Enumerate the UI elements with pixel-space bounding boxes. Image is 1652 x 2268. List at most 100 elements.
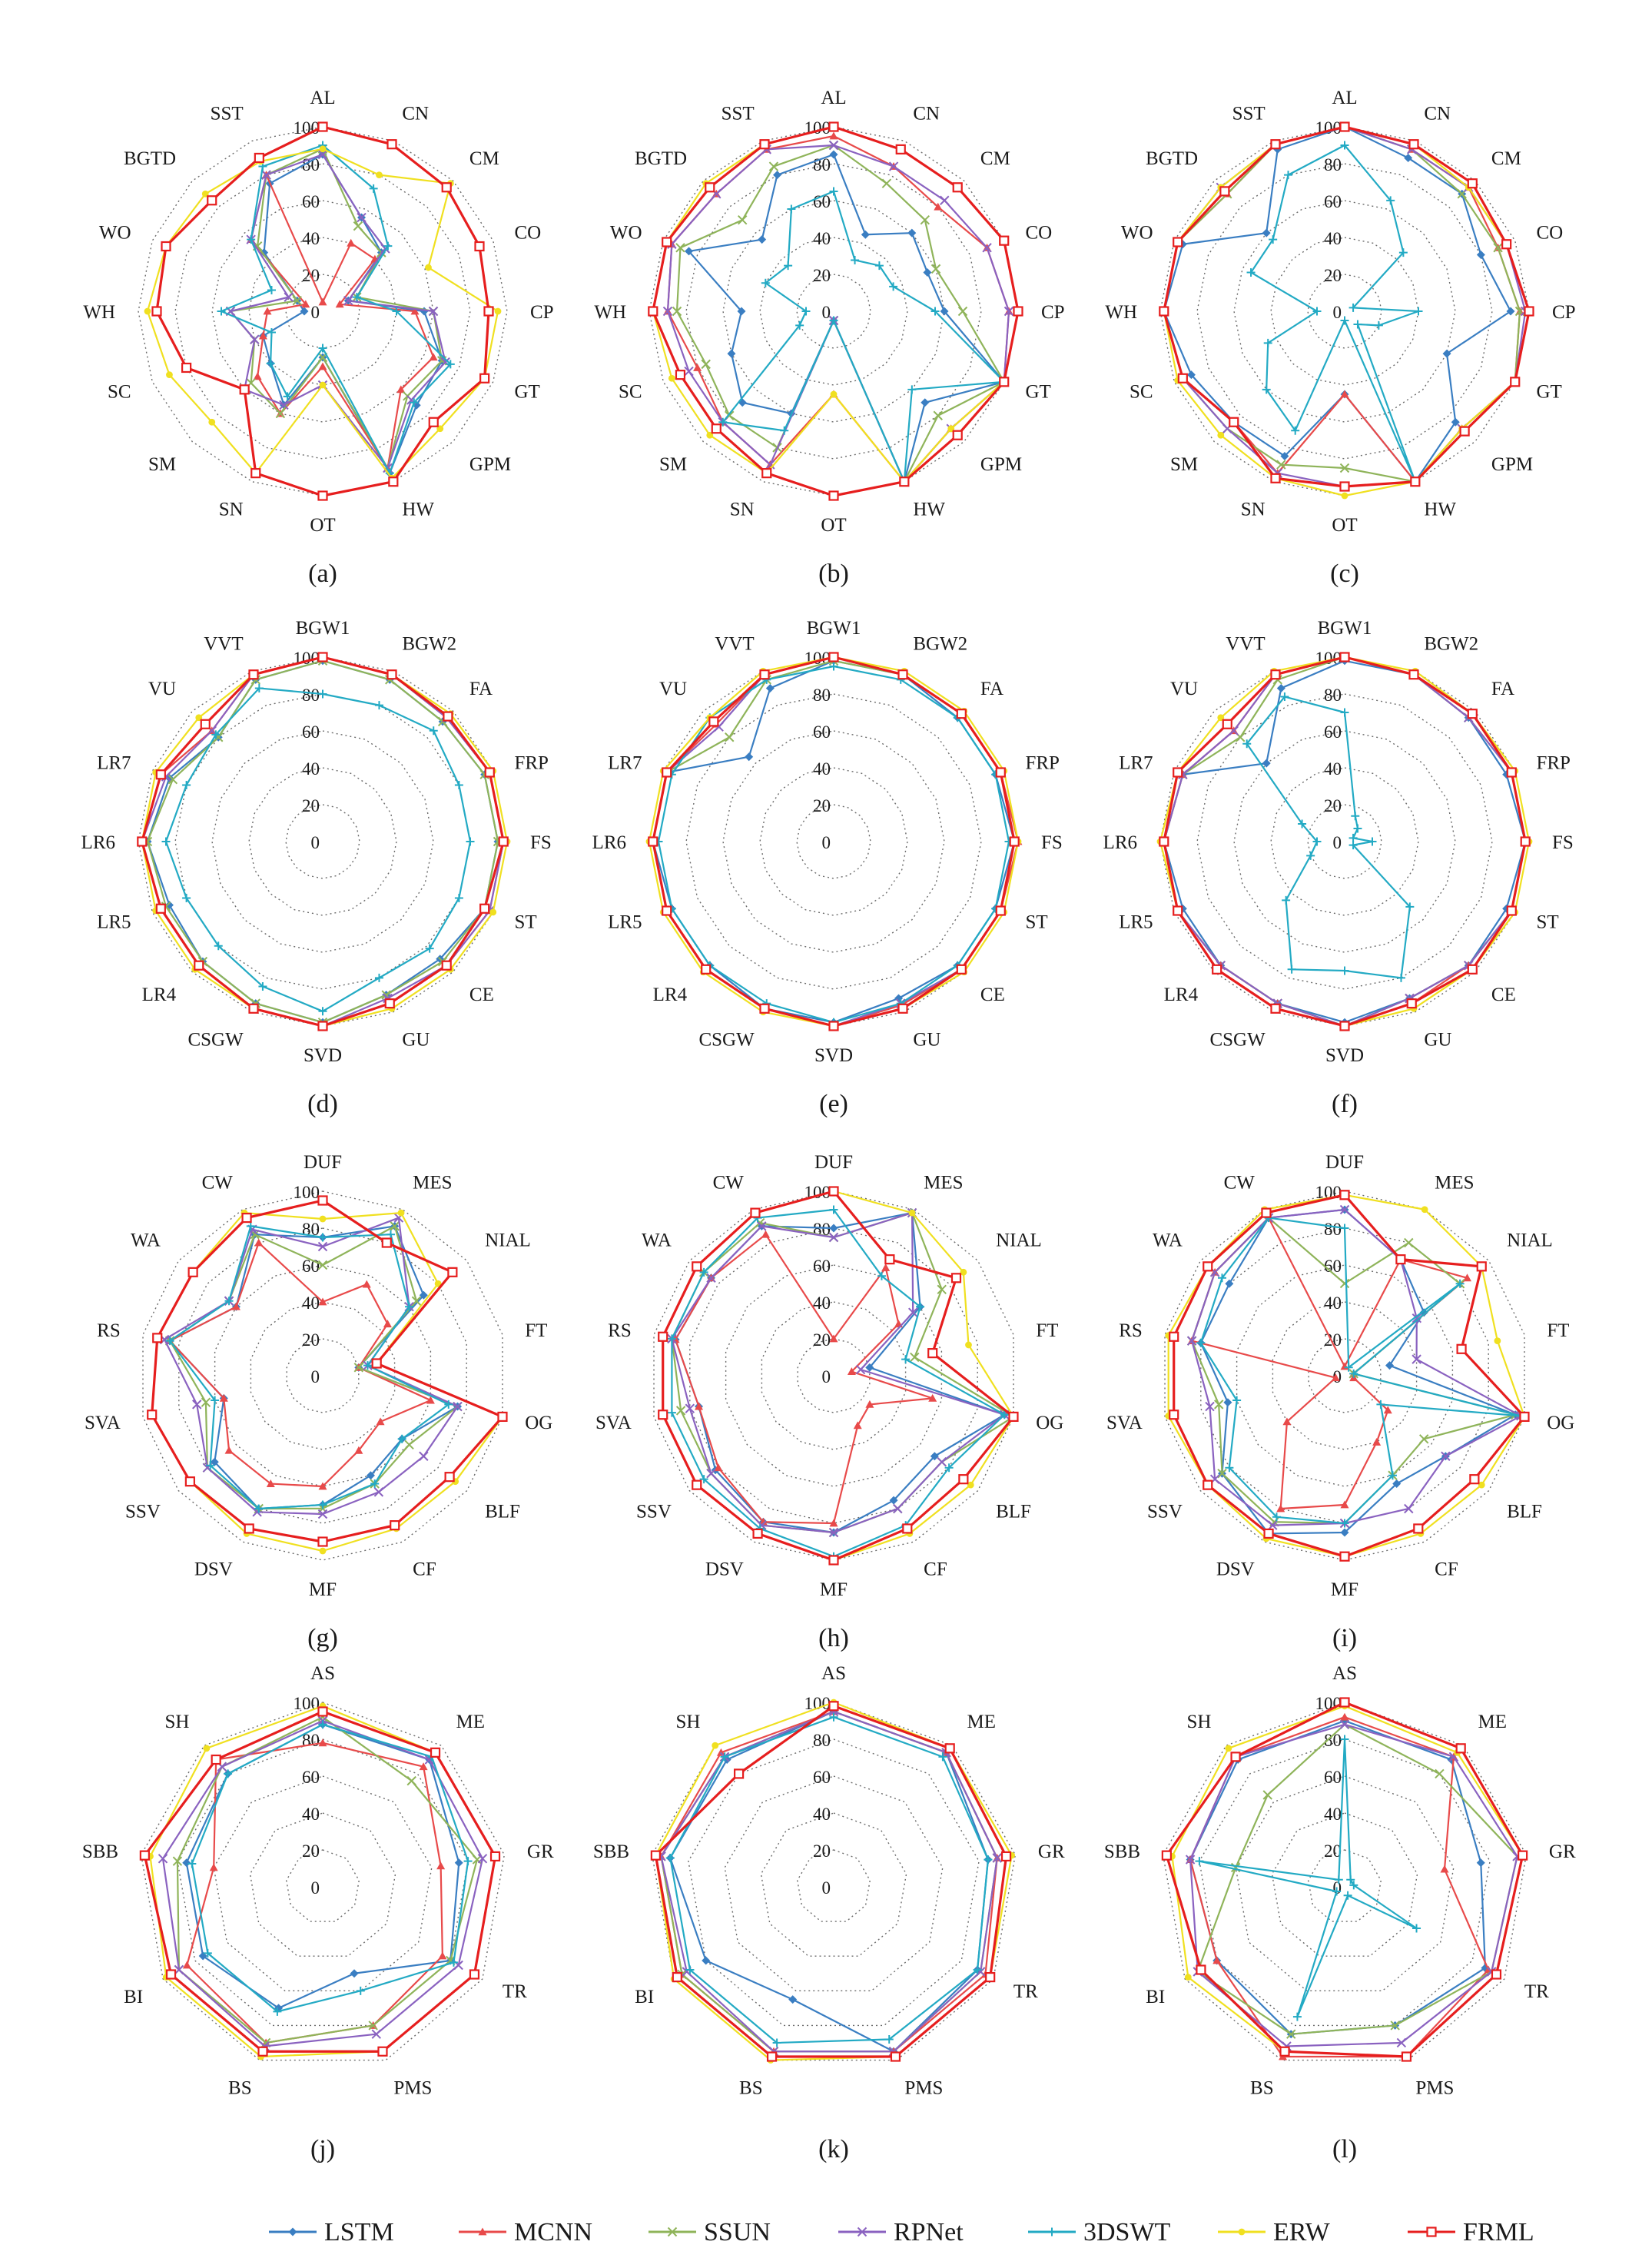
data-point [944, 1743, 955, 1754]
data-point [1169, 1410, 1179, 1420]
axis-label-ot: OT [1332, 515, 1357, 536]
data-point [861, 230, 870, 239]
axis-label-svd: SVD [304, 1045, 342, 1066]
data-point [370, 1479, 380, 1489]
data-point [155, 769, 166, 780]
data-point [1292, 2012, 1302, 2021]
data-point [1196, 1338, 1206, 1347]
data-point [165, 1337, 174, 1346]
series-line-erw [149, 1705, 496, 2058]
data-point [1339, 463, 1350, 473]
radar-panel-f: 020406080100BGW1BGW2FAFRPFSSTCEGUSVDCSGW… [1103, 618, 1574, 1118]
data-point [1272, 1513, 1281, 1522]
axis-label-me: ME [456, 1712, 486, 1732]
axis-label-ot: OT [821, 515, 846, 536]
data-point [250, 334, 260, 344]
data-point [210, 1457, 219, 1466]
data-point [1230, 1752, 1241, 1762]
grid-ring-100 [138, 656, 508, 1027]
data-point [1392, 1479, 1402, 1489]
data-point [759, 139, 770, 150]
data-point [425, 264, 432, 271]
grid-ring-60 [213, 1775, 433, 1992]
data-point [720, 1752, 729, 1762]
r-tick-label: 60 [813, 722, 831, 742]
data-point [692, 1261, 702, 1272]
data-point [855, 1364, 866, 1375]
axis-label-mes: MES [413, 1173, 452, 1194]
axis-label-sh: SH [1186, 1712, 1211, 1732]
data-point [897, 1003, 908, 1014]
data-point [194, 960, 204, 971]
legend-label: 3DSWT [1083, 2218, 1171, 2246]
data-point [497, 1411, 508, 1423]
r-tick-label: 40 [813, 1293, 831, 1313]
r-tick-label: 40 [1324, 1805, 1342, 1824]
data-point [1339, 1190, 1350, 1200]
axis-label-vu: VU [148, 679, 176, 699]
data-point [685, 1403, 695, 1413]
r-tick-label: 40 [302, 759, 320, 779]
axis-label-bgw2: BGW2 [1424, 634, 1478, 655]
data-point [1262, 759, 1271, 768]
data-point [999, 235, 1010, 246]
data-point [829, 662, 838, 671]
axis-label-mf: MF [1331, 1579, 1358, 1600]
r-tick-label: 0 [1333, 303, 1342, 322]
r-tick-label: 20 [1324, 796, 1342, 815]
data-point [454, 1858, 463, 1868]
grid-ring-40 [249, 1812, 396, 1957]
axis-label-ssv: SSV [125, 1501, 161, 1522]
data-point [865, 1363, 874, 1372]
axis-label-gu: GU [913, 1029, 940, 1050]
data-point [712, 1742, 719, 1749]
data-point [353, 221, 363, 231]
data-point [489, 1851, 501, 1862]
axis-label-co: CO [514, 223, 541, 244]
data-point [930, 307, 940, 316]
data-point [1173, 767, 1183, 778]
axis-label-gt: GT [1536, 381, 1561, 402]
axis-label-frp: FRP [1025, 753, 1059, 774]
data-point [937, 1284, 947, 1294]
axis-label-dsv: DSV [194, 1559, 233, 1579]
axis-label-frp: FRP [514, 753, 548, 774]
data-point [923, 267, 932, 277]
data-point [317, 149, 328, 160]
data-point [1225, 1279, 1234, 1288]
grid-ring-40 [760, 1812, 907, 1957]
data-point [1418, 1434, 1429, 1444]
data-point [780, 426, 789, 435]
axis-label-vu: VU [659, 679, 687, 699]
data-point [350, 1969, 359, 1978]
data-point [1410, 477, 1421, 487]
data-point [1339, 121, 1350, 132]
data-point [1279, 2046, 1290, 2057]
series-line-rpnet [660, 1710, 998, 2053]
data-point [888, 161, 899, 171]
data-point [377, 2046, 388, 2057]
series-mcnn [671, 1230, 937, 1527]
data-point [317, 652, 328, 662]
data-point [1013, 306, 1023, 317]
data-point [182, 781, 191, 790]
data-point [208, 418, 216, 426]
data-point [347, 238, 356, 247]
axis-label-sva: SVA [595, 1413, 632, 1433]
r-tick-label: 60 [302, 1768, 320, 1787]
data-point [1340, 1500, 1349, 1509]
data-point [317, 1509, 328, 1519]
data-point [830, 390, 838, 398]
data-point [317, 1536, 328, 1547]
data-point [650, 1850, 661, 1861]
axis-label-tr: TR [1524, 1981, 1549, 2002]
axis-label-fs: FS [1041, 832, 1063, 853]
data-point [1340, 708, 1349, 717]
axis-label-wo: WO [610, 223, 642, 244]
axis-label-cn: CN [1424, 104, 1451, 125]
data-point [1411, 1313, 1422, 1323]
data-point [1339, 1204, 1350, 1215]
data-point [1282, 895, 1291, 905]
data-point [685, 247, 694, 256]
